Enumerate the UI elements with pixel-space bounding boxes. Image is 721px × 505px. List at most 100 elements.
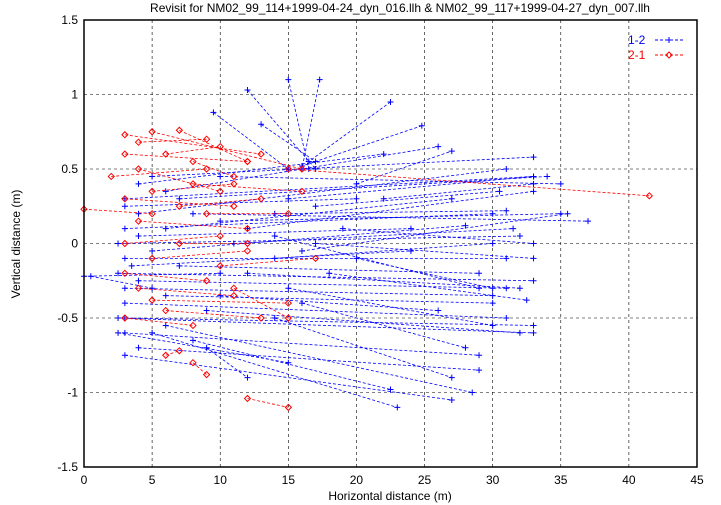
data-point xyxy=(394,404,401,411)
data-point xyxy=(148,209,156,218)
data-point xyxy=(230,284,238,292)
data-point xyxy=(476,285,483,292)
series-segment xyxy=(118,235,520,244)
data-point xyxy=(244,87,251,94)
series-segment xyxy=(220,258,316,267)
series-segment xyxy=(383,183,534,200)
data-point xyxy=(134,138,143,146)
data-point xyxy=(298,300,305,307)
series-segment xyxy=(118,272,534,282)
series-segment xyxy=(274,210,507,215)
data-point xyxy=(516,233,523,240)
series-segment xyxy=(138,168,507,215)
series-segment xyxy=(124,235,221,244)
legend-marker xyxy=(666,37,672,43)
series-segment xyxy=(274,235,480,289)
series-segment xyxy=(288,168,650,197)
data-point xyxy=(148,187,156,196)
series-segment xyxy=(315,243,534,259)
y-tick-label: -1 xyxy=(67,386,78,400)
data-point xyxy=(148,254,156,263)
data-point xyxy=(115,329,122,336)
data-point xyxy=(149,329,156,336)
series-segment xyxy=(192,339,391,390)
data-point xyxy=(121,225,128,232)
series-segment xyxy=(247,190,534,229)
chart-title: Revisit for NM02_99_114+1999-04-24_dyn_0… xyxy=(150,1,650,15)
data-point xyxy=(476,367,483,374)
data-point xyxy=(530,277,537,284)
legend-label: 1-2 xyxy=(628,33,646,47)
series-segment xyxy=(165,146,221,155)
data-point xyxy=(530,255,537,262)
data-point xyxy=(380,195,387,202)
data-point xyxy=(257,314,265,322)
y-tick-label: 0 xyxy=(71,237,78,251)
series-segment xyxy=(124,153,248,162)
series-segment xyxy=(138,168,221,192)
data-point xyxy=(285,285,292,292)
data-point xyxy=(230,291,238,300)
data-point xyxy=(503,207,510,214)
data-point xyxy=(284,299,293,307)
series-segment xyxy=(329,272,527,301)
series-segment xyxy=(179,129,248,162)
data-point xyxy=(544,173,551,180)
series-segment xyxy=(152,183,234,192)
data-point xyxy=(230,172,238,181)
data-point xyxy=(217,218,224,225)
plot-frame xyxy=(83,19,698,468)
series-segment xyxy=(233,287,289,319)
data-point xyxy=(503,315,510,321)
data-point xyxy=(530,180,537,187)
data-point xyxy=(645,192,654,200)
series-segment xyxy=(138,220,248,229)
data-point xyxy=(148,128,156,136)
data-point xyxy=(121,255,128,262)
data-point xyxy=(134,165,143,173)
series-segment xyxy=(274,317,452,378)
data-point xyxy=(530,240,537,247)
data-point xyxy=(462,344,469,351)
series-segment xyxy=(83,208,153,215)
data-point xyxy=(523,297,530,304)
data-point xyxy=(462,222,469,229)
data-point xyxy=(298,187,306,196)
series-segment xyxy=(151,332,398,408)
data-point xyxy=(516,329,523,336)
series-segment xyxy=(124,272,207,282)
data-point xyxy=(121,269,129,278)
data-point xyxy=(585,218,592,225)
data-point xyxy=(162,292,169,299)
series-segment xyxy=(111,168,207,177)
data-point xyxy=(243,224,252,233)
data-point xyxy=(175,126,184,134)
data-point xyxy=(271,233,278,240)
data-point xyxy=(284,165,293,173)
series-segment xyxy=(152,131,303,170)
data-point xyxy=(564,210,571,217)
data-point xyxy=(162,188,169,195)
data-point xyxy=(469,389,476,396)
data-point xyxy=(435,307,442,314)
series-segment xyxy=(315,190,500,207)
series-segment xyxy=(165,325,473,393)
series-segment xyxy=(124,317,534,326)
series-segment xyxy=(165,310,262,319)
data-point xyxy=(312,158,319,165)
data-point xyxy=(149,285,156,292)
series-segment xyxy=(192,161,234,177)
data-point xyxy=(176,195,183,202)
series-segment xyxy=(124,287,493,297)
data-point xyxy=(87,273,94,280)
data-point xyxy=(284,403,293,412)
series-segment xyxy=(206,347,248,378)
series-segment xyxy=(247,398,289,408)
series-segment xyxy=(118,317,534,334)
data-point xyxy=(115,270,122,277)
data-point xyxy=(476,352,483,359)
data-point xyxy=(216,187,224,196)
x-tick-label: 40 xyxy=(622,473,636,487)
y-tick-label: 0.5 xyxy=(61,162,78,176)
